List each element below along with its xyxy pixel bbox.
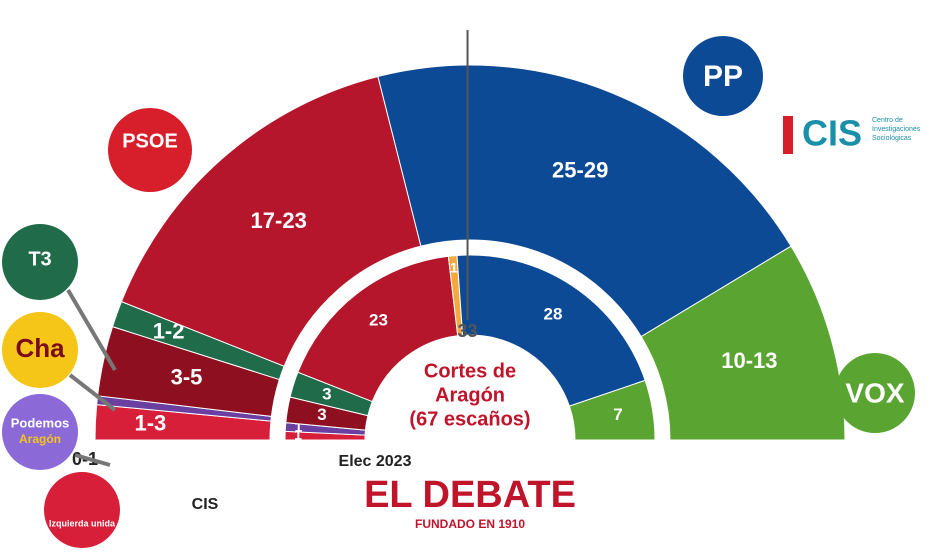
value-label: 25-29 [552,158,608,183]
center-label: (67 escaños) [409,408,530,430]
logo-text: Cha [15,333,65,363]
cis-sub: Centro de Investigaciones Sociológicas [872,117,921,142]
logo-text: PSOE [122,130,178,152]
inner-segment [456,254,646,407]
connector [68,373,117,412]
majority-label: 33 [458,321,478,341]
cis-flag [783,116,793,154]
value-label: 7 [613,405,622,424]
value-label: 17-23 [251,208,307,233]
value-label: 1 [295,419,303,435]
center-label: Cortes de [424,360,516,382]
vox-logo [835,353,915,433]
te-logo [2,224,78,300]
logo-text: Izquierda unida [49,518,116,528]
connector [74,453,111,467]
value-label: 3 [317,405,326,424]
value-label: 23 [369,311,388,330]
brand-sub: FUNDADO EN 1910 [415,517,525,531]
value-label: 10-13 [721,348,777,373]
podemos-logo [2,394,78,470]
pp-logo [683,36,763,116]
outer-segment [377,64,792,338]
logo-text: Aragón [19,432,61,446]
ring-name: CIS [192,496,219,513]
ring-name: Elec 2023 [339,453,412,470]
cha-logo [2,312,78,388]
iu-logo [44,472,120,548]
value-label: 3-5 [171,365,203,390]
logo-text: VOX [845,377,904,408]
value-label: 1 [450,259,458,275]
value-label: 28 [544,305,563,324]
logo-text: T3 [28,248,51,270]
value-label: 1-3 [134,411,166,436]
outer-segment [640,245,846,441]
cis-logo: CIS [802,113,862,154]
logo-text: Podemos [11,415,70,430]
brand: EL DEBATE [364,474,576,516]
outer-segment [120,75,422,367]
inner-segment [568,379,656,441]
psoe-logo [108,108,192,192]
center-label: Aragón [435,384,505,406]
value-label: 3 [322,384,331,403]
value-label: 1 [294,427,302,443]
connector [66,288,117,372]
logo-text: PP [703,60,743,93]
cis-sub-text: Centro de Investigaciones Sociológicas [872,117,921,142]
